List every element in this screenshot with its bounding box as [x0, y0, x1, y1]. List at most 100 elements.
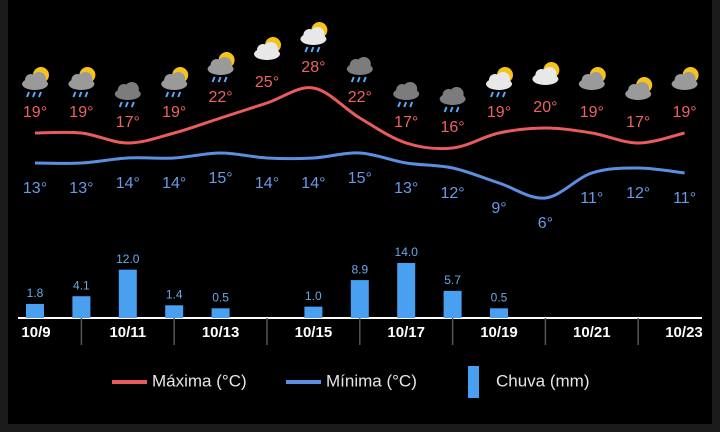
x-tick-label: 10/11	[109, 324, 146, 341]
rain-drop	[316, 46, 321, 53]
rain-label: 8.9	[351, 262, 368, 276]
temp-label: 19°	[69, 104, 93, 121]
temp-label: 19°	[580, 104, 604, 121]
cloud	[78, 72, 93, 86]
rain-drop	[78, 91, 83, 98]
rain-label: 5.7	[444, 273, 461, 287]
temp-label: 11°	[580, 190, 603, 207]
cloud	[403, 82, 418, 96]
x-tick-label: 10/13	[202, 324, 240, 341]
rain-bar	[397, 262, 416, 318]
rain-drop	[32, 91, 36, 98]
rain-bar	[350, 280, 369, 318]
weather-icon	[346, 57, 373, 83]
cloud	[681, 72, 696, 86]
temp-label: 6°	[538, 215, 553, 232]
rain-bar	[118, 269, 137, 318]
rain-label: 4.1	[73, 278, 90, 292]
rain-drop	[409, 101, 414, 108]
weather-icon	[486, 67, 513, 98]
rain-drop	[38, 91, 42, 98]
cloud	[124, 82, 139, 96]
rain-drop	[502, 91, 506, 98]
rain-label: 1.8	[27, 286, 44, 300]
cloud	[217, 57, 232, 71]
rain-bar	[211, 308, 230, 318]
cloud	[496, 72, 510, 86]
rain-bar	[26, 303, 44, 318]
cloud	[449, 87, 464, 101]
temp-label: 17°	[394, 114, 418, 131]
temp-label: 14°	[301, 175, 325, 192]
cloud	[171, 72, 186, 86]
weather-icon	[68, 67, 96, 98]
temp-label: 12°	[626, 185, 650, 202]
temp-label: 13°	[394, 180, 418, 197]
rain-drop	[223, 76, 228, 83]
rain-drop	[496, 91, 500, 98]
rain-drop	[84, 91, 89, 98]
rain-drop	[350, 76, 355, 83]
temp-label: 28°	[301, 59, 325, 76]
weather-icon	[671, 67, 699, 90]
rain-drop	[310, 46, 315, 53]
temp-label: 19°	[162, 104, 186, 121]
rain-drop	[118, 101, 123, 108]
rain-drop	[130, 101, 135, 108]
weather-icon	[439, 87, 466, 113]
weather-icon	[300, 22, 328, 53]
temp-label: 14°	[255, 175, 279, 192]
weather-icon	[625, 77, 653, 100]
x-tick-label: 10/9	[21, 324, 50, 341]
rain-label: 12.0	[116, 252, 140, 266]
rain-bar	[490, 308, 508, 318]
rain-label: 1.4	[166, 287, 183, 301]
temp-label: 19°	[487, 104, 511, 121]
temp-label: 22°	[348, 89, 372, 106]
temp-label: 11°	[673, 190, 696, 207]
temp-label: 14°	[116, 175, 140, 192]
rain-drop	[211, 76, 216, 83]
temp-label: 17°	[116, 114, 140, 131]
rain-label: 14.0	[395, 245, 419, 259]
x-tick-label: 10/15	[295, 324, 333, 341]
temp-label: 15°	[208, 170, 232, 187]
temp-label: 14°	[162, 175, 186, 192]
rain-drop	[397, 101, 402, 108]
rain-drop	[217, 76, 222, 83]
rain-label: 0.5	[212, 290, 229, 304]
temp-label: 19°	[672, 104, 696, 121]
rain-drop	[356, 76, 361, 83]
x-tick-label: 10/21	[573, 324, 611, 341]
temp-label: 25°	[255, 74, 279, 91]
legend-label: Mínima (°C)	[326, 371, 417, 390]
rain-label: 1.0	[305, 289, 322, 303]
temp-label: 20°	[533, 99, 557, 116]
rain-drop	[449, 106, 454, 113]
temp-label: 16°	[440, 119, 464, 136]
rain-bar	[304, 306, 323, 318]
rain-drop	[177, 91, 182, 98]
temp-label: 13°	[23, 180, 47, 197]
weather-icon	[532, 62, 560, 85]
rain-drop	[26, 91, 30, 98]
weather-icon	[393, 82, 420, 108]
rain-drop	[362, 76, 367, 83]
rain-drop	[165, 91, 170, 98]
cloud	[310, 27, 325, 41]
rain-drop	[304, 46, 309, 53]
rain-drop	[72, 91, 77, 98]
temp-label: 12°	[440, 185, 464, 202]
x-tick-label: 10/23	[665, 324, 703, 341]
rain-bar	[443, 290, 462, 318]
legend-label: Máxima (°C)	[152, 371, 247, 390]
rain-drop	[403, 101, 408, 108]
rain-bar	[165, 305, 184, 318]
cloud	[356, 57, 371, 71]
rain-drop	[455, 106, 460, 113]
temp-label: 9°	[491, 200, 506, 217]
weather-icon	[22, 67, 49, 98]
weather-icon	[254, 37, 281, 60]
x-tick-label: 10/17	[387, 324, 425, 341]
